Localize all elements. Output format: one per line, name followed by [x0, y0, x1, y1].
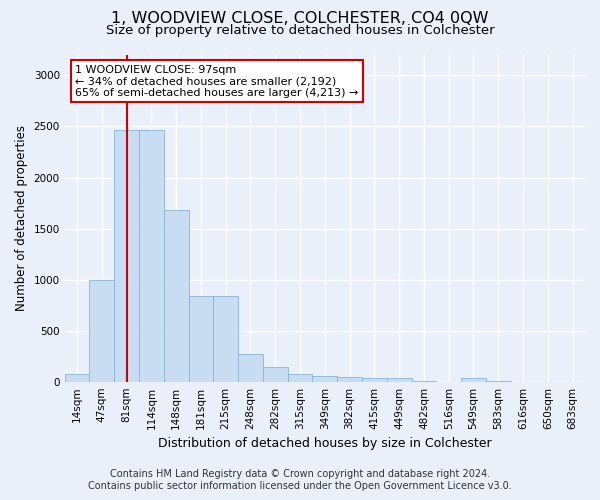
Bar: [362, 378, 387, 382]
X-axis label: Distribution of detached houses by size in Colchester: Distribution of detached houses by size …: [158, 437, 491, 450]
Text: 1 WOODVIEW CLOSE: 97sqm
← 34% of detached houses are smaller (2,192)
65% of semi: 1 WOODVIEW CLOSE: 97sqm ← 34% of detache…: [75, 65, 358, 98]
Bar: [337, 377, 362, 382]
Bar: [387, 378, 412, 382]
Text: Contains HM Land Registry data © Crown copyright and database right 2024.
Contai: Contains HM Land Registry data © Crown c…: [88, 470, 512, 491]
Bar: [313, 376, 337, 382]
Bar: [214, 296, 238, 382]
Bar: [412, 381, 436, 382]
Y-axis label: Number of detached properties: Number of detached properties: [15, 126, 28, 312]
Bar: [114, 130, 139, 382]
Bar: [89, 280, 114, 382]
Bar: [287, 374, 313, 382]
Text: Size of property relative to detached houses in Colchester: Size of property relative to detached ho…: [106, 24, 494, 37]
Bar: [238, 354, 263, 382]
Bar: [461, 378, 486, 382]
Bar: [188, 296, 214, 382]
Bar: [139, 130, 164, 382]
Bar: [486, 381, 511, 382]
Bar: [263, 368, 287, 382]
Bar: [164, 210, 188, 382]
Text: 1, WOODVIEW CLOSE, COLCHESTER, CO4 0QW: 1, WOODVIEW CLOSE, COLCHESTER, CO4 0QW: [111, 11, 489, 26]
Bar: [65, 374, 89, 382]
